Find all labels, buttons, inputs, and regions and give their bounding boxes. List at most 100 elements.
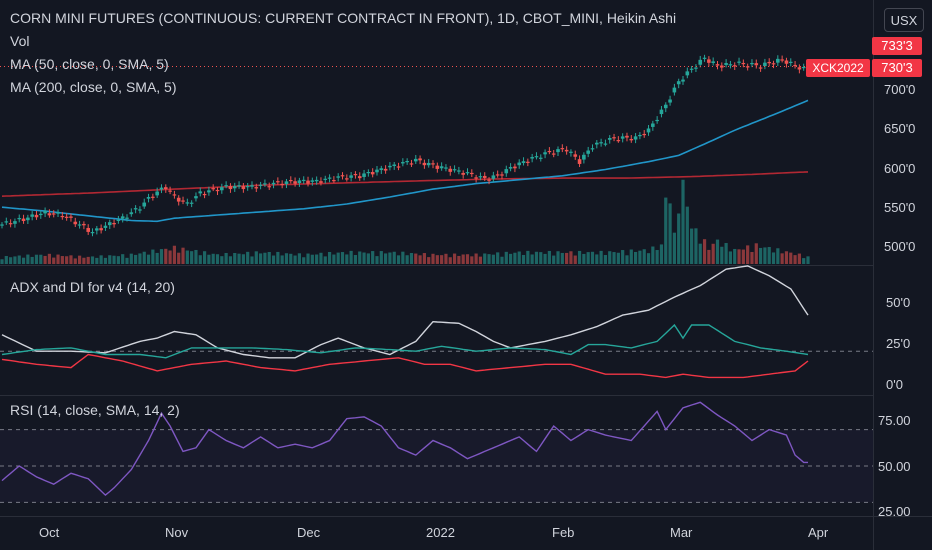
candle-body bbox=[30, 214, 34, 217]
ma50-line bbox=[1, 99, 809, 223]
candle-body bbox=[125, 217, 129, 219]
candle-body bbox=[681, 79, 685, 82]
volume-bar bbox=[461, 254, 465, 264]
candle-body bbox=[306, 180, 310, 184]
volume-bar bbox=[754, 243, 758, 264]
candle-body bbox=[784, 60, 789, 64]
candle-body bbox=[250, 185, 254, 187]
volume-bar bbox=[332, 254, 336, 264]
volume-bar bbox=[52, 257, 56, 264]
candle-body bbox=[383, 168, 388, 171]
candle-body bbox=[629, 138, 634, 141]
volume-bar bbox=[99, 255, 103, 264]
candle-body bbox=[176, 197, 181, 202]
candle-body bbox=[220, 187, 224, 191]
candle-body bbox=[487, 179, 491, 181]
volume-bar bbox=[556, 251, 560, 264]
candle-body bbox=[616, 140, 621, 142]
candle-body bbox=[776, 58, 780, 63]
volume-bar bbox=[302, 257, 306, 264]
candle-body bbox=[237, 185, 241, 187]
legend-ma50: MA (50, close, 0, SMA, 5) bbox=[10, 56, 169, 72]
volume-bar bbox=[129, 253, 133, 264]
candle-body bbox=[379, 168, 384, 171]
candle-body bbox=[284, 181, 289, 185]
volume-bar bbox=[651, 246, 655, 264]
candle-body bbox=[564, 149, 569, 152]
volume-bar bbox=[664, 197, 668, 264]
candle-body bbox=[663, 104, 668, 109]
volume-bar bbox=[392, 251, 396, 264]
volume-bar bbox=[448, 257, 452, 264]
volume-bar bbox=[513, 252, 517, 264]
candle-body bbox=[638, 134, 642, 137]
volume-bar bbox=[181, 247, 185, 264]
volume-bar bbox=[65, 256, 69, 264]
candle-body bbox=[189, 202, 194, 204]
volume-bar bbox=[401, 251, 405, 264]
candle-body bbox=[728, 64, 733, 66]
x-tick-label: Nov bbox=[165, 525, 189, 540]
candle-body bbox=[116, 219, 121, 221]
candle-body bbox=[254, 187, 259, 189]
candle-body bbox=[655, 119, 659, 122]
candle-body bbox=[698, 59, 703, 65]
candle-body bbox=[345, 178, 349, 180]
volume-bar bbox=[297, 253, 302, 264]
candle-body bbox=[293, 181, 297, 184]
volume-bar bbox=[690, 228, 694, 264]
candle-body bbox=[482, 175, 487, 178]
volume-bar bbox=[646, 253, 651, 264]
volume-bar bbox=[435, 255, 439, 264]
volume-bar bbox=[95, 257, 99, 264]
candle-body bbox=[56, 212, 60, 214]
volume-bar bbox=[90, 256, 95, 264]
volume-bar bbox=[345, 254, 349, 264]
rsi-line bbox=[1, 401, 808, 497]
volume-bar bbox=[202, 251, 207, 264]
volume-bar bbox=[190, 251, 194, 264]
adx-y-tick: 25'0 bbox=[886, 336, 911, 351]
candle-body bbox=[163, 187, 168, 190]
volume-bar bbox=[737, 249, 741, 264]
candle-body bbox=[340, 175, 345, 177]
candle-body bbox=[181, 200, 185, 202]
volume-bar bbox=[254, 251, 258, 264]
candle-body bbox=[388, 165, 392, 168]
candle-body bbox=[418, 158, 422, 161]
candle-body bbox=[668, 99, 672, 103]
main-y-tick: 600'0 bbox=[884, 161, 916, 176]
candle-body bbox=[336, 176, 340, 178]
volume-bar bbox=[728, 251, 733, 264]
candle-body bbox=[357, 176, 362, 179]
candle-body bbox=[409, 163, 414, 165]
volume-bar bbox=[82, 257, 86, 264]
currency-button[interactable]: USX bbox=[884, 8, 924, 32]
volume-bar bbox=[517, 251, 521, 264]
candle-body bbox=[495, 174, 500, 176]
volume-bar bbox=[134, 254, 138, 264]
candle-body bbox=[801, 66, 806, 69]
volume-bar bbox=[521, 254, 526, 264]
candle-body bbox=[551, 153, 556, 155]
volume-bar bbox=[547, 250, 551, 264]
volume-bar bbox=[9, 257, 13, 264]
volume-bar bbox=[491, 254, 495, 264]
volume-bar bbox=[4, 255, 8, 264]
volume-bar bbox=[21, 257, 26, 264]
volume-bar bbox=[293, 255, 297, 264]
candle-body bbox=[86, 227, 91, 232]
candle-body bbox=[607, 137, 612, 140]
candle-body bbox=[702, 57, 707, 59]
candle-body bbox=[314, 179, 319, 182]
volume-bar bbox=[629, 249, 633, 264]
candle-body bbox=[763, 62, 767, 67]
candle-body bbox=[215, 189, 220, 192]
volume-bar bbox=[108, 255, 112, 264]
candle-body bbox=[526, 161, 530, 163]
volume-bar bbox=[207, 254, 211, 264]
candle-body bbox=[13, 221, 17, 224]
volume-bar bbox=[508, 253, 513, 264]
volume-bar bbox=[784, 251, 789, 264]
